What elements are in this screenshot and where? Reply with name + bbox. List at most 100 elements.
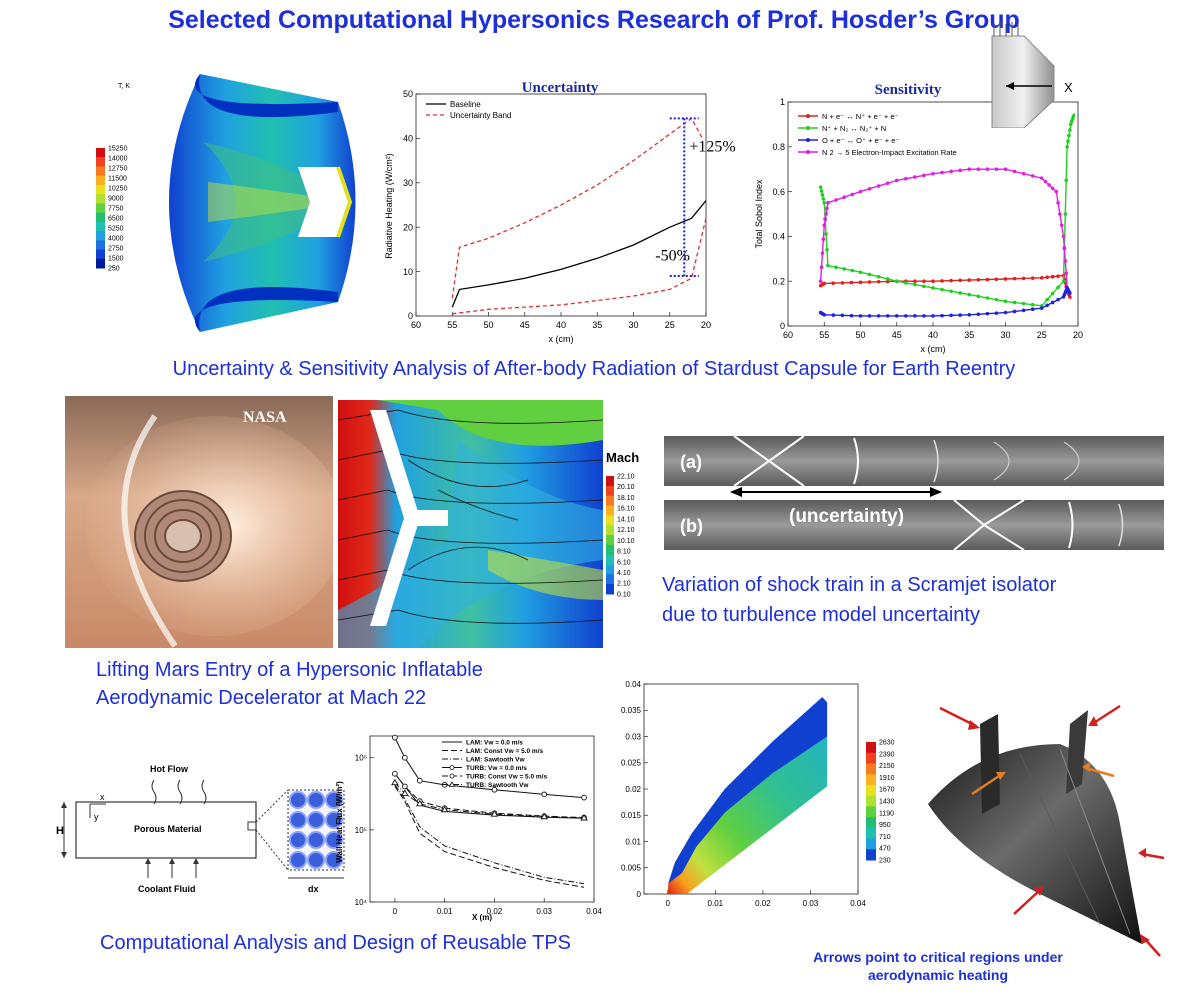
x-tick-label: 0.02 — [487, 907, 503, 916]
series-marker — [1064, 178, 1069, 183]
legend-entry: N + e⁻ ↔ N⁺ + e⁻ + e⁻ — [822, 112, 899, 121]
series-marker — [958, 313, 962, 317]
x-tick-label: 25 — [1037, 330, 1047, 340]
y-axis-label: Radiative Heating (W/cm²) — [384, 153, 394, 259]
colorbar-tick: 7750 — [108, 205, 124, 212]
series-line — [820, 286, 1072, 317]
colorbar-swatch — [606, 574, 614, 585]
colorbar-swatch — [606, 515, 614, 526]
coolant-fluid-label: Coolant Fluid — [138, 884, 196, 894]
series-marker — [867, 272, 872, 277]
colorbar-tick: 11500 — [108, 175, 127, 182]
series-marker — [1021, 171, 1026, 176]
y-tick-label: 0.04 — [625, 680, 641, 689]
series-marker — [940, 279, 944, 283]
caption-scramjet: Variation of shock train in a Scramjet i… — [662, 570, 1056, 630]
series-marker — [949, 289, 953, 294]
series-line — [452, 218, 707, 315]
series-marker — [1050, 186, 1055, 191]
y-tick-label: 40 — [403, 134, 413, 144]
series-marker — [922, 284, 926, 289]
colorbar-tick: 1190 — [879, 810, 894, 817]
series-marker — [822, 223, 827, 227]
x-tick-label: 35 — [964, 330, 974, 340]
series-marker — [994, 297, 999, 302]
y-tick-label: 0.015 — [621, 811, 642, 820]
mars-entry-render: NASA — [65, 396, 333, 648]
legend-marker — [449, 765, 455, 770]
series-marker — [818, 279, 823, 283]
series-marker — [931, 279, 935, 283]
x-tick-label: 20 — [701, 320, 711, 330]
series-marker — [858, 314, 863, 318]
series-marker — [1056, 297, 1060, 302]
series-marker — [842, 195, 846, 199]
series-marker — [1021, 276, 1026, 281]
series-marker — [842, 267, 846, 271]
series-marker — [1050, 274, 1055, 279]
mach-colorbar-tick: 8.10 — [617, 549, 631, 556]
colorbar-swatch — [96, 258, 105, 269]
x-tick-label: 0 — [393, 907, 398, 916]
series-marker — [1043, 179, 1048, 184]
x-tick-label: 50 — [855, 330, 865, 340]
colorbar-swatch — [606, 584, 614, 595]
series-marker — [876, 274, 881, 279]
series-marker — [867, 314, 872, 318]
colorbar-tick: 250 — [108, 265, 120, 272]
hiad-cross-section — [370, 410, 448, 626]
series-marker — [1021, 308, 1026, 313]
legend-entry: LAM: Const Vw = 5.0 m/s — [466, 748, 543, 755]
series-marker — [823, 217, 827, 222]
pore — [307, 811, 325, 829]
colorbar-tick: 14000 — [108, 155, 128, 162]
colorbar-tick: 230 — [879, 857, 891, 864]
mach-colorbar-tick: 6.10 — [617, 559, 631, 566]
series-marker — [1063, 259, 1068, 263]
series-marker — [849, 280, 854, 285]
series-marker — [885, 279, 890, 284]
series-marker — [958, 168, 962, 173]
x-tick-label: 0.04 — [850, 899, 866, 908]
x-tick-label: 60 — [783, 330, 793, 340]
colorbar-swatch — [606, 505, 614, 516]
series-marker — [894, 314, 899, 318]
hypersonic-vehicle-render — [920, 694, 1170, 960]
series-marker — [949, 278, 953, 283]
series-marker — [820, 251, 825, 255]
caption-arrows-line1: Arrows point to critical regions under — [813, 949, 1063, 965]
y-tick-label: 0 — [408, 311, 413, 321]
legend-entry: TURB: Vw = 0.0 m/s — [466, 765, 527, 772]
series-marker — [976, 167, 981, 171]
series-marker — [931, 171, 935, 176]
colorbar-tick: 12750 — [108, 165, 128, 172]
series-marker — [1058, 212, 1062, 216]
series-marker — [913, 314, 917, 318]
series-marker — [1039, 306, 1044, 310]
series-marker — [867, 280, 872, 284]
caption-tps: Computational Analysis and Design of Reu… — [100, 932, 572, 954]
tps-temperature-contour: 0 0.01 0.02 0.03 0.04 0 0.005 0.01 0.015 0.02 0.02… — [604, 676, 916, 922]
series-marker — [976, 294, 981, 299]
series-marker — [581, 794, 587, 801]
x-tick-label: 45 — [520, 320, 530, 330]
series-marker — [826, 263, 830, 268]
series-marker — [1030, 302, 1035, 307]
colorbar-swatch — [96, 249, 105, 260]
caption-hiad: Lifting Mars Entry of a Hypersonic Infla… — [96, 656, 483, 712]
colorbar-swatch — [866, 806, 876, 818]
colorbar-swatch — [606, 554, 614, 565]
colorbar-tick: 950 — [879, 822, 891, 829]
mach-colorbar-tick: 2.10 — [617, 581, 631, 588]
y-tick-label: 0.02 — [625, 785, 641, 794]
label-a: (a) — [680, 452, 702, 472]
y-tick-label: 0.035 — [621, 706, 642, 715]
series-marker — [985, 311, 990, 316]
y-tick-label: 0.005 — [621, 864, 642, 873]
colorbar-swatch — [96, 157, 105, 167]
colorbar-tick: 5250 — [108, 225, 124, 232]
dx-label: dx — [308, 884, 319, 894]
series-marker — [885, 277, 890, 281]
series-marker — [1059, 223, 1064, 227]
series-marker — [922, 173, 926, 178]
